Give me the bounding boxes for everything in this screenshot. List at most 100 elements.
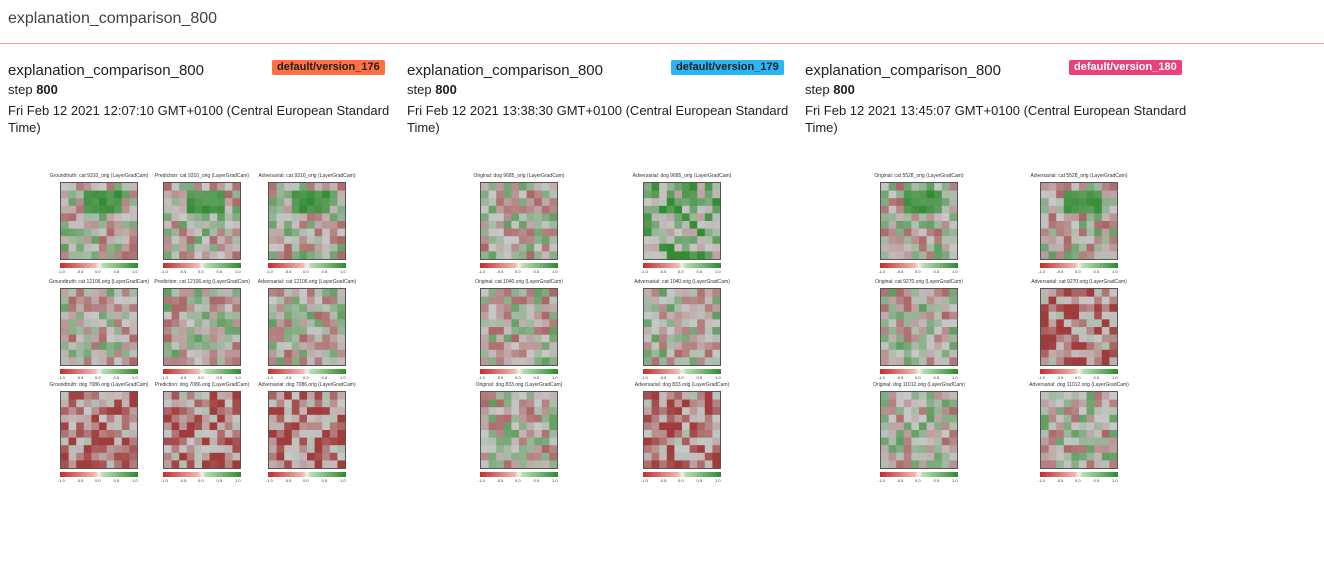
colorbar-tick-label: -1.0 bbox=[58, 375, 65, 380]
colorbar-tick-label: 0.5 bbox=[533, 478, 540, 483]
subplot-title: Prediction: dog 7086.orig (LayerGradCam) bbox=[154, 382, 250, 388]
colorbar-tick-label: 1.0 bbox=[552, 375, 558, 380]
subplot-title: Prediction: cat 9310_orig (LayerGradCam) bbox=[154, 173, 250, 179]
colorbar-tick-label: 1.0 bbox=[1112, 375, 1118, 380]
colorbar-tick-label: -0.5 bbox=[284, 375, 292, 380]
colorbar bbox=[480, 472, 558, 477]
colorbar-tick-label: -1.0 bbox=[266, 269, 273, 274]
attribution-heatmap bbox=[1040, 288, 1118, 366]
colorbar-tick-label: 0.5 bbox=[933, 269, 940, 274]
colorbar-tick-label: -1.0 bbox=[641, 478, 648, 483]
attribution-heatmap bbox=[643, 288, 721, 366]
colorbar-ticks: -1.0 -0.5 0.0 0.5 1.0 bbox=[1038, 478, 1118, 483]
attribution-heatmap bbox=[60, 391, 138, 469]
colorbar-tick-label: 1.0 bbox=[952, 478, 958, 483]
page-header: explanation_comparison_800 bbox=[0, 0, 1324, 44]
card-title: explanation_comparison_800 bbox=[805, 62, 1001, 79]
colorbar-ticks: -1.0 -0.5 0.0 0.5 1.0 bbox=[641, 478, 721, 483]
colorbar bbox=[163, 263, 241, 268]
step-label: step 800 bbox=[8, 82, 58, 97]
subplot-title: Original: dog 11012.orig (LayerGradCam) bbox=[873, 382, 965, 388]
colorbar-tick-label: 0.0 bbox=[1075, 375, 1081, 380]
colorbar-tick-label: -1.0 bbox=[161, 478, 168, 483]
colorbar bbox=[60, 263, 138, 268]
colorbar bbox=[880, 472, 958, 477]
page-title: explanation_comparison_800 bbox=[8, 10, 218, 27]
subplot-title: Adversarial: cat 9310_orig (LayerGradCam… bbox=[258, 173, 356, 179]
colorbar-tick-label: -0.5 bbox=[76, 269, 84, 274]
run-badge[interactable]: default/version_176 bbox=[272, 60, 385, 75]
colorbar-tick-label: -0.5 bbox=[1056, 478, 1064, 483]
colorbar-ticks: -1.0 -0.5 0.0 0.5 1.0 bbox=[161, 478, 241, 483]
colorbar bbox=[1040, 369, 1118, 374]
subplot-title: Groundtruth: cat 9310_orig (LayerGradCam… bbox=[49, 173, 149, 179]
subplot-title: Adversarial: cat 1040.orig (LayerGradCam… bbox=[634, 279, 730, 285]
colorbar-tick-label: 1.0 bbox=[340, 375, 346, 380]
colorbar-tick-label: -1.0 bbox=[478, 375, 485, 380]
colorbar-ticks: -1.0 -0.5 0.0 0.5 1.0 bbox=[161, 269, 241, 274]
colorbar-tick-label: 0.5 bbox=[696, 478, 703, 483]
colorbar-tick-label: -0.5 bbox=[179, 269, 187, 274]
attribution-heatmap bbox=[1040, 391, 1118, 469]
subplot-title: Original: dog 833.orig (LayerGradCam) bbox=[475, 382, 563, 388]
colorbar-ticks: -1.0 -0.5 0.0 0.5 1.0 bbox=[58, 478, 138, 483]
colorbar-tick-label: 0.0 bbox=[678, 478, 684, 483]
colorbar-tick-label: -0.5 bbox=[284, 269, 292, 274]
colorbar-tick-label: -1.0 bbox=[161, 375, 168, 380]
colorbar-ticks: -1.0 -0.5 0.0 0.5 1.0 bbox=[478, 478, 558, 483]
colorbar-tick-label: 0.0 bbox=[95, 269, 101, 274]
colorbar-tick-label: 0.5 bbox=[216, 269, 223, 274]
subplot-title: Adversarial: cat 5528_orig (LayerGradCam… bbox=[1030, 173, 1128, 179]
colorbar bbox=[880, 263, 958, 268]
card-title: explanation_comparison_800 bbox=[8, 62, 204, 79]
colorbar-tick-label: 0.0 bbox=[303, 375, 309, 380]
colorbar-tick-label: -1.0 bbox=[1038, 269, 1045, 274]
attribution-heatmap bbox=[880, 288, 958, 366]
colorbar bbox=[60, 369, 138, 374]
colorbar-tick-label: 0.0 bbox=[198, 478, 204, 483]
attribution-heatmap bbox=[1040, 182, 1118, 260]
colorbar-tick-label: 0.0 bbox=[95, 478, 101, 483]
colorbar-tick-label: 1.0 bbox=[1112, 478, 1118, 483]
colorbar bbox=[480, 369, 558, 374]
timestamp: Fri Feb 12 2021 12:07:10 GMT+0100 (Centr… bbox=[8, 103, 390, 135]
timestamp: Fri Feb 12 2021 13:38:30 GMT+0100 (Centr… bbox=[407, 103, 789, 135]
image-card-version-176: default/version_176 explanation_comparis… bbox=[8, 56, 394, 136]
colorbar-tick-label: 0.0 bbox=[515, 478, 521, 483]
colorbar-tick-label: 1.0 bbox=[132, 375, 138, 380]
colorbar-ticks: -1.0 -0.5 0.0 0.5 1.0 bbox=[641, 269, 721, 274]
colorbar-tick-label: -0.5 bbox=[659, 269, 667, 274]
colorbar bbox=[1040, 263, 1118, 268]
colorbar-tick-label: 0.5 bbox=[1093, 269, 1100, 274]
colorbar bbox=[1040, 472, 1118, 477]
attribution-heatmap bbox=[268, 182, 346, 260]
run-badge[interactable]: default/version_179 bbox=[671, 60, 784, 75]
attribution-heatmap bbox=[643, 182, 721, 260]
colorbar-tick-label: -1.0 bbox=[641, 269, 648, 274]
colorbar-tick-label: -0.5 bbox=[496, 269, 504, 274]
colorbar-tick-label: -1.0 bbox=[878, 269, 885, 274]
colorbar-tick-label: -0.5 bbox=[76, 478, 84, 483]
colorbar-tick-label: 1.0 bbox=[715, 269, 721, 274]
colorbar-tick-label: -0.5 bbox=[179, 375, 187, 380]
colorbar-tick-label: 0.5 bbox=[321, 478, 328, 483]
colorbar-tick-label: 0.0 bbox=[915, 375, 921, 380]
attribution-heatmap bbox=[480, 391, 558, 469]
colorbar-tick-label: 0.0 bbox=[678, 269, 684, 274]
colorbar-tick-label: -1.0 bbox=[266, 375, 273, 380]
colorbar-tick-label: 1.0 bbox=[715, 478, 721, 483]
colorbar-tick-label: -1.0 bbox=[878, 375, 885, 380]
colorbar-ticks: -1.0 -0.5 0.0 0.5 1.0 bbox=[1038, 375, 1118, 380]
attribution-heatmap bbox=[268, 288, 346, 366]
colorbar-tick-label: -0.5 bbox=[1056, 375, 1064, 380]
colorbar-tick-label: 1.0 bbox=[1112, 269, 1118, 274]
timestamp: Fri Feb 12 2021 13:45:07 GMT+0100 (Centr… bbox=[805, 103, 1187, 135]
colorbar-tick-label: 0.5 bbox=[933, 375, 940, 380]
run-badge[interactable]: default/version_180 bbox=[1069, 60, 1182, 75]
colorbar bbox=[643, 263, 721, 268]
colorbar-tick-label: 0.5 bbox=[696, 375, 703, 380]
colorbar-tick-label: 0.5 bbox=[216, 478, 223, 483]
colorbar-tick-label: 1.0 bbox=[552, 478, 558, 483]
colorbar-tick-label: -0.5 bbox=[896, 478, 904, 483]
step-label: step 800 bbox=[805, 82, 855, 97]
